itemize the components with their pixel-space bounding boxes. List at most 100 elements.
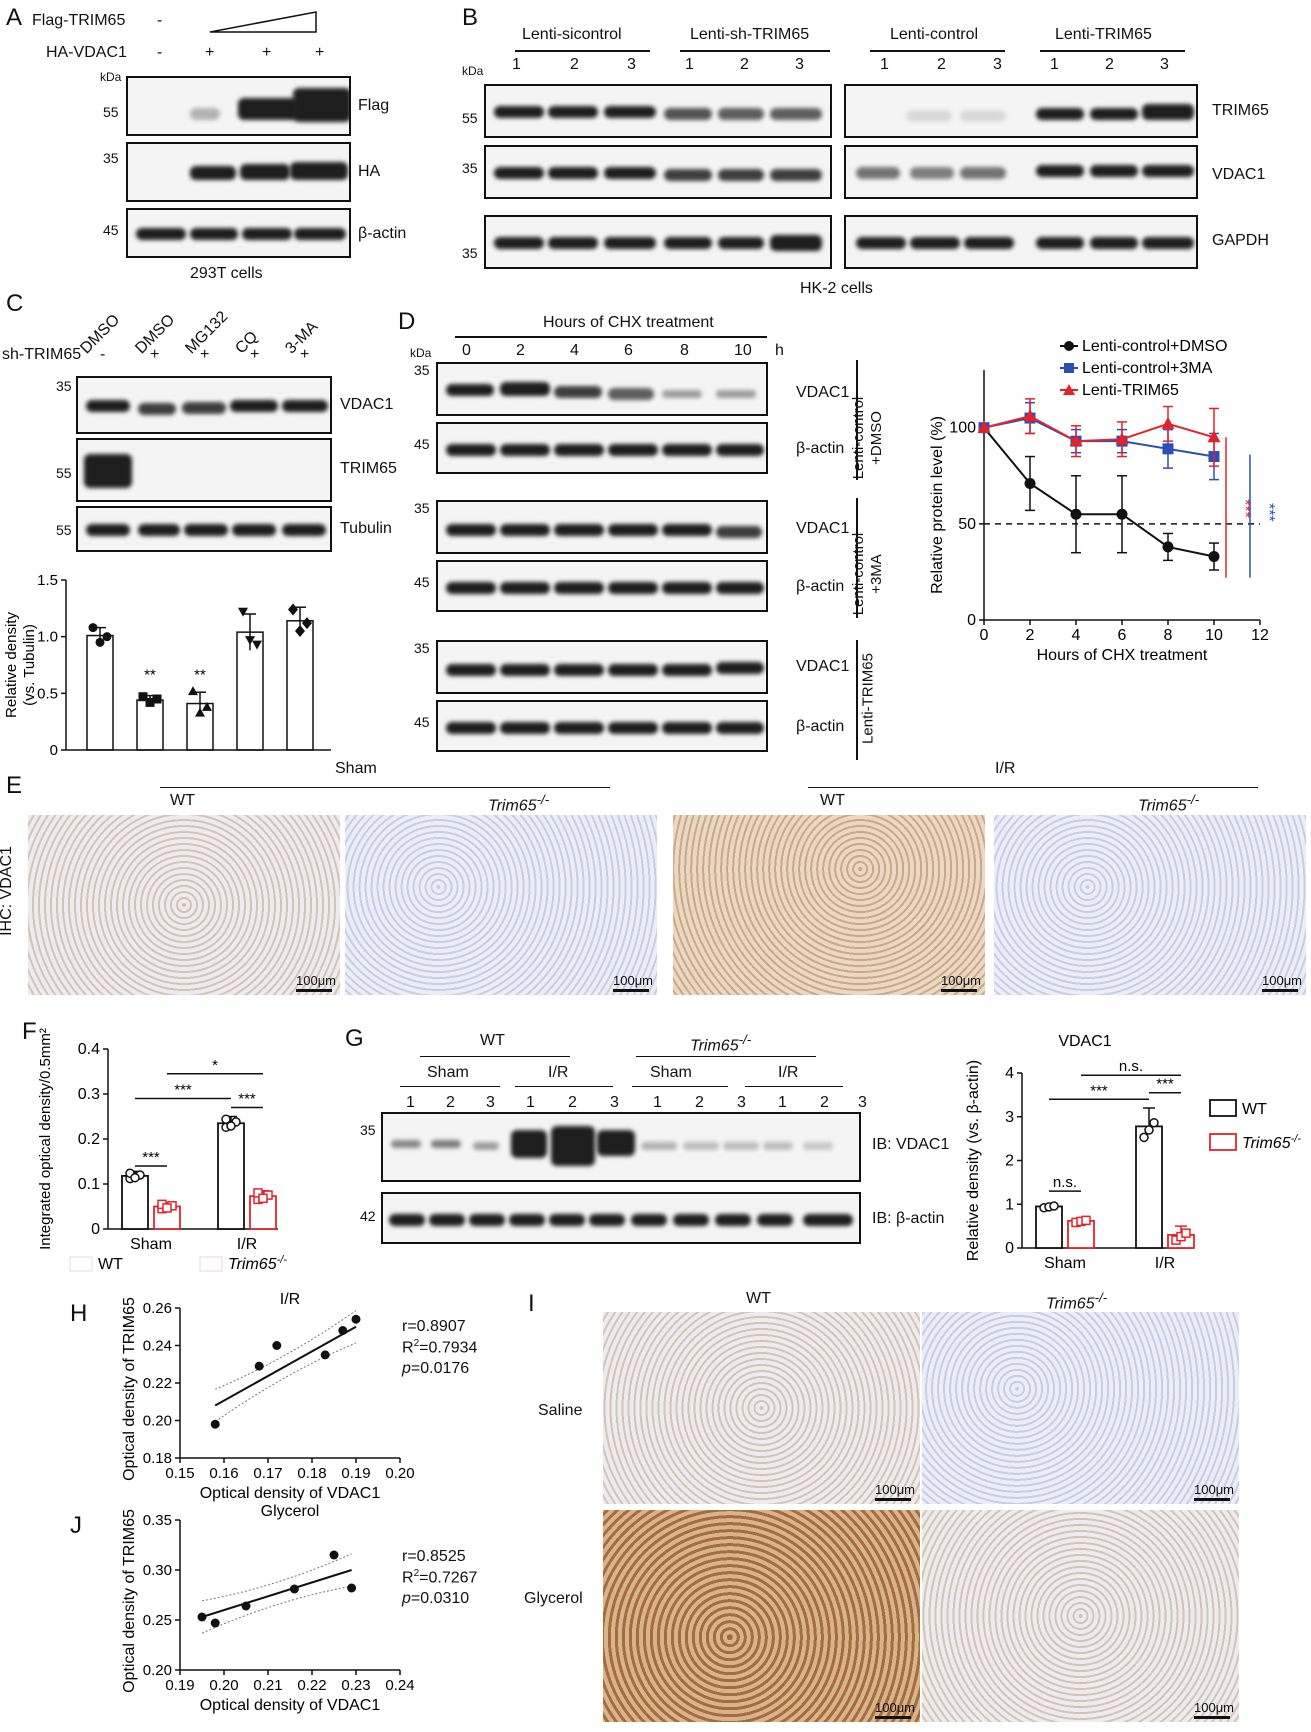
wt-label: WT <box>170 792 195 809</box>
lane-number: 1 <box>778 1094 787 1111</box>
data-point <box>1144 1125 1154 1135</box>
ko-label: Trim65-/- <box>1138 792 1200 815</box>
significance-label: n.s. <box>1119 1058 1143 1075</box>
x-tick-label: 0.21 <box>253 1677 282 1694</box>
sham-header: Sham <box>335 760 377 777</box>
significance-label: ** <box>144 667 156 684</box>
legend-label: Lenti-control+DMSO <box>1082 338 1227 355</box>
mw-marker: 35 <box>462 245 478 261</box>
blot-label: β-actin <box>796 578 845 595</box>
y-tick-label: 0.25 <box>143 1612 172 1629</box>
y-tick-label: 4 <box>1005 1065 1014 1082</box>
data-point <box>221 1114 231 1124</box>
x-tick-label: 0.17 <box>253 1465 282 1482</box>
data-point <box>1208 551 1220 563</box>
scale-label: 100μm <box>941 973 982 988</box>
scale-label: 100μm <box>875 1482 916 1497</box>
kda-label: kDa <box>410 346 432 360</box>
significance-label: *** <box>238 1091 256 1108</box>
lane-number: 1 <box>526 1094 535 1111</box>
ha-sign: + <box>315 44 325 61</box>
wt-label: WT <box>480 1032 505 1049</box>
fit-line <box>201 1569 352 1618</box>
y-tick-label: 1 <box>1005 1196 1014 1213</box>
ihc-vdac1-label: IHC: VDAC1 <box>0 846 15 936</box>
x-tick-label: 0.22 <box>297 1677 326 1694</box>
panel-j-label: J <box>70 1512 82 1539</box>
blot-label: TRIM65 <box>340 460 397 477</box>
blot-label: VDAC1 <box>796 658 850 675</box>
significance-label: *** <box>1260 503 1277 522</box>
lane-number: 1 <box>880 56 889 73</box>
y-tick-label: 2 <box>1005 1153 1014 1170</box>
x-tick-label: 0.24 <box>385 1677 414 1694</box>
confidence-band <box>201 1585 352 1634</box>
data-point <box>102 632 112 642</box>
legend-label: Trim65-/- <box>228 1254 287 1273</box>
subgroup-label: I/R <box>778 1064 799 1081</box>
data-point <box>272 1341 282 1350</box>
scale-label: 100μm <box>296 973 337 988</box>
lane-number: 2 <box>740 56 749 73</box>
row-saline: Saline <box>538 1402 583 1419</box>
y-axis-label: Optical density of TRIM65 <box>121 1297 138 1481</box>
flag-trim65-row-label: Flag-TRIM65 <box>32 12 126 29</box>
legend-label: Trim65-/- <box>1242 1133 1301 1152</box>
bar <box>1035 1205 1063 1249</box>
blot-g-vdac1 <box>381 1112 861 1182</box>
lane-number: 2 <box>695 1094 704 1111</box>
mw-marker: 45 <box>414 714 430 730</box>
data-point <box>195 707 205 717</box>
caption-hk2: HK-2 cells <box>800 280 873 297</box>
hour-unit: h <box>775 342 784 359</box>
blot-label: IB: β-actin <box>872 1210 945 1227</box>
lane-number: 3 <box>737 1094 746 1111</box>
ha-sign: - <box>157 44 163 61</box>
y-tick-label: 0.1 <box>78 1176 100 1193</box>
blot-label: β-actin <box>796 718 845 735</box>
blot-b-vdac1-right <box>844 145 1198 199</box>
lane-number: 3 <box>858 1094 867 1111</box>
y-tick-label: 0 <box>91 1221 100 1238</box>
x-tick-label: 0 <box>980 627 989 644</box>
legend-swatch <box>1209 1099 1237 1117</box>
legend-label: Lenti-TRIM65 <box>1082 382 1179 399</box>
mw-marker: 55 <box>56 522 72 538</box>
blot-label: GAPDH <box>1212 232 1269 249</box>
lane-number: 2 <box>937 56 946 73</box>
data-point <box>88 623 98 633</box>
lane-number: 3 <box>486 1094 495 1111</box>
legend-marker <box>1064 363 1074 373</box>
data-point <box>1207 430 1221 443</box>
chart-g-vdac1-density: 0 1 2 3 4 Relative density (vs. β-actin) Sham I… <box>965 1033 1301 1272</box>
x-tick-label: 12 <box>1251 627 1269 644</box>
significance-label: n.s. <box>1053 1174 1077 1191</box>
x-tick-label: 0.19 <box>341 1465 370 1482</box>
blot-d-actin-dmso <box>436 422 768 474</box>
lane-number: 3 <box>627 56 636 73</box>
significance-label: *** <box>1236 499 1253 518</box>
significance-label: ** <box>194 667 206 684</box>
significance-label: *** <box>174 1082 192 1099</box>
hour-label: 0 <box>462 342 471 359</box>
blot-b-vdac1-left <box>484 145 832 199</box>
bar <box>121 1174 149 1230</box>
blot-a-flag <box>126 76 351 136</box>
blot-b-gapdh-right <box>844 215 1198 269</box>
group-label: Lenti-TRIM65 <box>859 653 877 744</box>
y-tick-label: 1.5 <box>37 572 58 589</box>
data-point <box>1069 434 1083 447</box>
data-point <box>1162 443 1174 455</box>
bar <box>286 620 314 751</box>
kda-label: kDa <box>100 70 122 84</box>
data-point <box>338 1326 348 1335</box>
legend-label: WT <box>98 1256 123 1273</box>
lane-number: 2 <box>1105 56 1114 73</box>
ihc-saline-ko: 100μm <box>922 1312 1239 1504</box>
x-tick-label: Sham <box>1044 1255 1086 1272</box>
gradient-wedge-icon <box>209 11 317 33</box>
y-axis-label: Relative density(vs. Tubulin) <box>3 612 38 718</box>
x-axis-label: Optical density of VDAC1 <box>200 1697 381 1714</box>
x-tick-label: I/R <box>1155 1255 1175 1272</box>
sh-trim65-label: sh-TRIM65 <box>2 346 82 363</box>
